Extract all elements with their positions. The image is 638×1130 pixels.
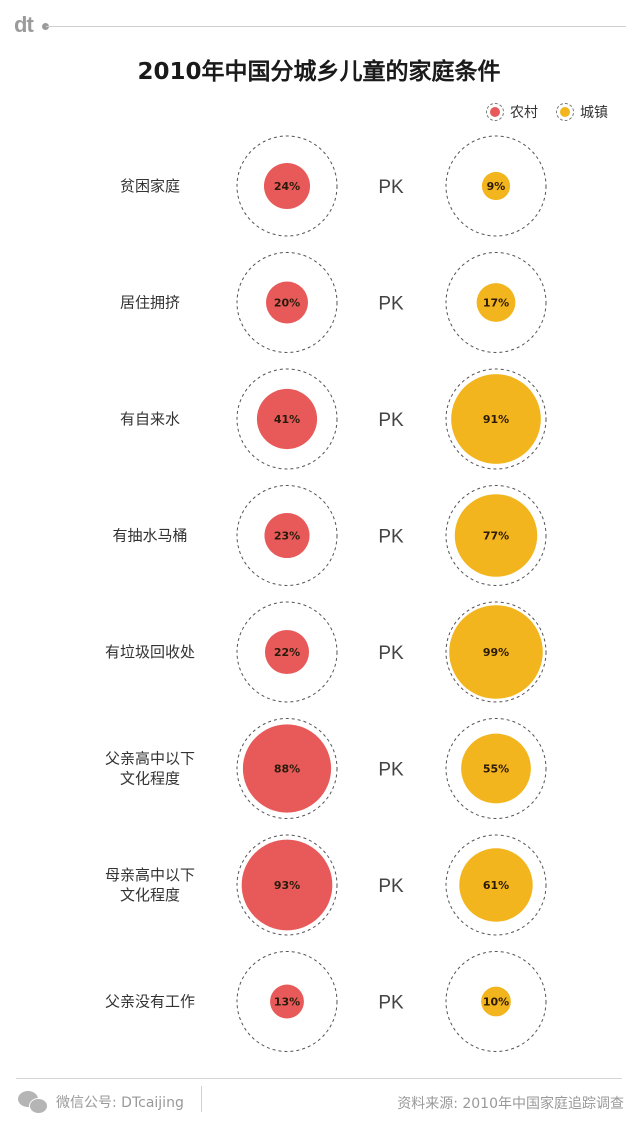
- legend-label-rural: 农村: [510, 105, 538, 121]
- chart-row-3: 有自来水 41% 91% PK: [120, 368, 547, 470]
- rural-outer-ring: [236, 485, 338, 586]
- chart-row-6: 父亲高中以下文化程度 88% 55% PK: [105, 718, 547, 819]
- rural-outer-ring: [236, 951, 338, 1052]
- urban-circle: [481, 986, 511, 1017]
- row-label: 母亲高中以下文化程度: [105, 866, 195, 904]
- urban-outer-ring: [445, 718, 547, 819]
- pk-label: PK: [378, 527, 404, 548]
- rural-value-label: 23%: [274, 530, 300, 543]
- rural-value-label: 22%: [274, 646, 300, 659]
- chart-row-2: 居住拥挤 20% 17% PK: [120, 252, 547, 353]
- urban-circle: [461, 733, 531, 804]
- pk-label: PK: [378, 294, 404, 315]
- footer-separator: [201, 1086, 202, 1112]
- rural-circle: [256, 388, 318, 450]
- row-label: 贫困家庭: [120, 177, 180, 195]
- pk-label: PK: [378, 177, 404, 198]
- urban-value-label: 17%: [483, 297, 509, 310]
- row-label: 父亲没有工作: [105, 993, 195, 1011]
- rural-value-label: 13%: [274, 996, 300, 1009]
- urban-circle: [454, 494, 538, 577]
- rural-outer-ring: [236, 368, 338, 470]
- row-label: 有抽水马桶: [112, 527, 187, 545]
- chart-legend: 农村 城镇: [468, 102, 608, 122]
- row-label: 有自来水: [120, 410, 180, 428]
- legend-item-urban: 城镇: [556, 102, 608, 122]
- legend-label-urban: 城镇: [580, 105, 608, 121]
- rural-value-label: 93%: [274, 879, 300, 892]
- row-label: 居住拥挤: [120, 294, 180, 312]
- urban-outer-ring: [445, 135, 547, 237]
- legend-item-rural: 农村: [486, 102, 538, 122]
- header-rule: [46, 26, 626, 27]
- urban-outer-ring: [445, 485, 547, 586]
- rural-circle: [264, 512, 310, 559]
- rural-value-label: 88%: [274, 763, 300, 776]
- wechat-label: 微信公号: DTcaijing: [56, 1095, 184, 1111]
- footer-rule: [16, 1078, 622, 1079]
- urban-value-label: 10%: [483, 996, 509, 1009]
- chart-row-4: 有抽水马桶 23% 77% PK: [112, 485, 547, 586]
- row-label: 父亲高中以下文化程度: [105, 750, 195, 788]
- urban-outer-ring: [445, 951, 547, 1052]
- footer-source: 资料来源: 2010年中国家庭追踪调查: [397, 1096, 624, 1112]
- rural-outer-ring: [236, 834, 338, 936]
- chart-row-7: 母亲高中以下文化程度 93% 61% PK: [105, 834, 547, 936]
- rural-value-label: 24%: [274, 180, 300, 193]
- pk-label: PK: [378, 993, 404, 1014]
- chart-title: 2010年中国分城乡儿童的家庭条件: [137, 59, 501, 85]
- rural-outer-ring: [236, 601, 338, 703]
- chart-row-5: 有垃圾回收处 22% 99% PK: [105, 601, 547, 703]
- pk-label: PK: [378, 643, 404, 664]
- rural-circle: [264, 629, 310, 675]
- rural-circle: [270, 984, 304, 1019]
- urban-value-label: 55%: [483, 763, 509, 776]
- urban-circle: [481, 171, 511, 201]
- legend-swatch-urban-icon: [556, 103, 574, 121]
- rural-circle: [241, 839, 333, 931]
- wechat-icon: [18, 1091, 48, 1114]
- urban-outer-ring: [445, 368, 547, 470]
- urban-value-label: 77%: [483, 530, 509, 543]
- urban-circle: [451, 374, 541, 464]
- pk-label: PK: [378, 410, 404, 431]
- rural-value-label: 41%: [274, 413, 300, 426]
- urban-circle: [459, 848, 533, 922]
- legend-swatch-rural-icon: [486, 103, 504, 121]
- urban-circle: [449, 605, 543, 699]
- chart-row-1: 贫困家庭 24% 9% PK: [120, 135, 547, 237]
- urban-value-label: 61%: [483, 879, 509, 892]
- pk-label: PK: [378, 876, 404, 897]
- rural-circle: [242, 724, 332, 813]
- rural-circle: [265, 281, 309, 324]
- pk-label: PK: [378, 760, 404, 781]
- urban-value-label: 91%: [483, 413, 509, 426]
- urban-outer-ring: [445, 252, 547, 353]
- rural-outer-ring: [236, 135, 338, 237]
- rural-outer-ring: [236, 252, 338, 353]
- urban-circle: [476, 283, 516, 322]
- footer-wechat: 微信公号: DTcaijing: [18, 1091, 184, 1114]
- urban-outer-ring: [445, 601, 547, 703]
- rural-value-label: 20%: [274, 297, 300, 310]
- rural-circle: [263, 162, 311, 210]
- urban-value-label: 9%: [487, 180, 506, 193]
- chart-row-8: 父亲没有工作 13% 10% PK: [105, 951, 547, 1052]
- rural-outer-ring: [236, 718, 338, 819]
- urban-outer-ring: [445, 834, 547, 936]
- row-label: 有垃圾回收处: [105, 643, 195, 661]
- dt-logo: dt: [14, 12, 34, 37]
- header-dot: [42, 23, 49, 30]
- urban-value-label: 99%: [483, 646, 509, 659]
